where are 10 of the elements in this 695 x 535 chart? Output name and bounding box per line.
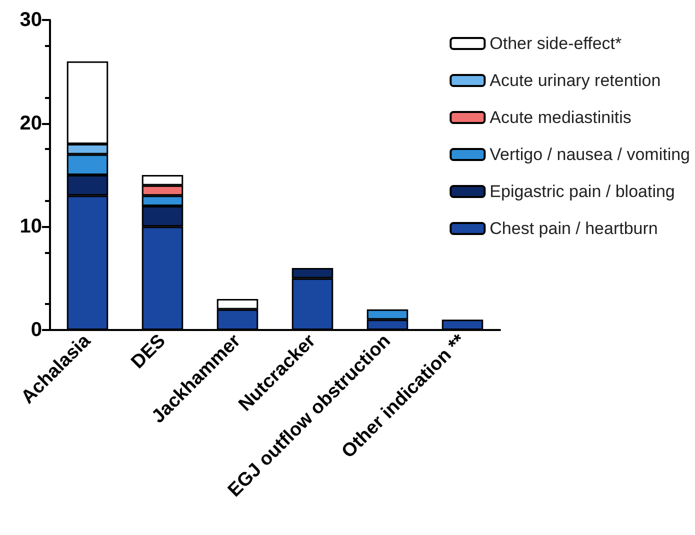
y-tick-label: 20 <box>20 112 42 134</box>
legend-label: Other side-effect* <box>490 34 622 53</box>
y-tick-label: 0 <box>30 319 42 341</box>
legend-label: Vertigo / nausea / vomiting <box>490 145 690 164</box>
y-tick-label: 10 <box>20 216 42 238</box>
y-tick-label: 30 <box>20 9 42 31</box>
legend-label: Acute urinary retention <box>490 71 661 90</box>
legend-label: Chest pain / heartburn <box>490 219 658 238</box>
legend-label: Acute mediastinitis <box>490 108 632 127</box>
legend-label: Epigastric pain / bloating <box>490 182 675 201</box>
